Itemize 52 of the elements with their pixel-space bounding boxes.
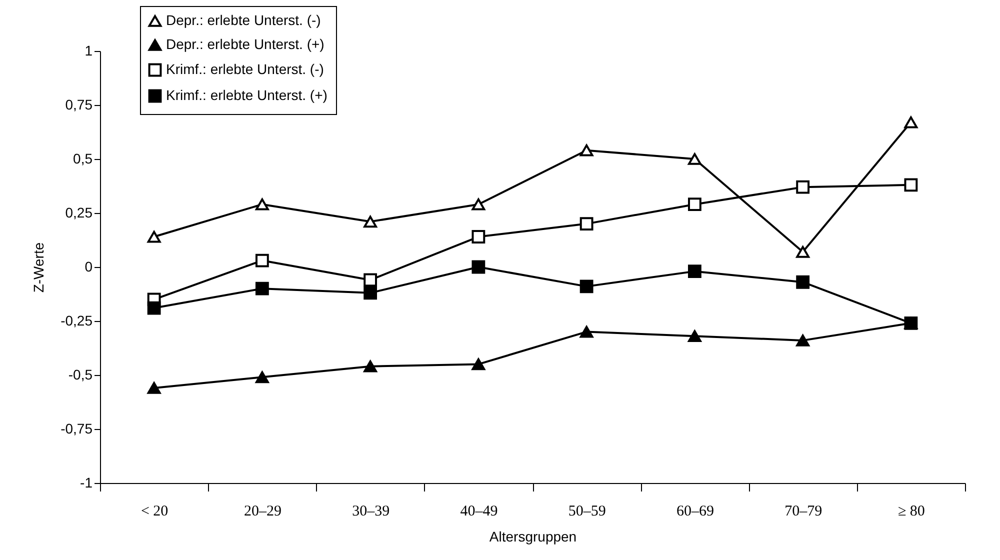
point [472, 358, 486, 370]
point [255, 371, 269, 384]
y-tick-label: 0,75 [65, 96, 93, 112]
y-tick-label: 1 [84, 42, 93, 58]
y-tick-label: -1 [80, 474, 93, 490]
point [147, 230, 161, 243]
point [255, 282, 269, 296]
x-tick-label: < 20 [140, 504, 168, 520]
point [580, 144, 594, 156]
point [472, 198, 486, 210]
x-tick-label: 60–69 [676, 504, 714, 520]
y-tick-label: -0,5 [68, 366, 93, 382]
legend-label: Krimf.: erlebte Unterst. (+) [166, 87, 328, 103]
point [688, 153, 702, 165]
x-tick-label: 70–79 [784, 504, 822, 520]
point [688, 264, 702, 278]
y-tick-label: -0,25 [60, 312, 93, 328]
legend-label: Depr.: erlebte Unterst. (+) [166, 36, 324, 52]
x-tick-label: 30–39 [352, 504, 390, 520]
x-tick-label: 50–59 [568, 504, 606, 520]
point [580, 326, 594, 338]
point [472, 230, 486, 244]
point [364, 360, 378, 372]
point [796, 334, 810, 346]
point [364, 286, 378, 300]
point [255, 254, 269, 268]
point [364, 273, 378, 287]
point [688, 198, 702, 212]
y-tick-label: 0,5 [73, 150, 93, 166]
y-tick-label: 0 [84, 258, 93, 274]
legend-label: Depr.: erlebte Unterst. (-) [166, 12, 321, 28]
y-tick-label: -0,75 [60, 420, 93, 436]
point [904, 116, 918, 128]
x-tick-label: 20–29 [244, 504, 282, 520]
point [580, 280, 594, 294]
legend-label: Krimf.: erlebte Unterst. (-) [166, 61, 324, 77]
point [796, 180, 810, 194]
point [796, 275, 810, 289]
x-tick-label: ≥ 80 [898, 504, 925, 520]
point [580, 217, 594, 230]
point [147, 382, 161, 394]
point [255, 198, 269, 210]
x-axis-title: Altersgruppen [489, 528, 577, 544]
x-tick-label: 40–49 [460, 504, 498, 520]
point [147, 301, 161, 315]
y-axis-title: Z-Werte [30, 242, 47, 293]
point [364, 216, 378, 228]
point [796, 246, 810, 258]
point [472, 260, 486, 274]
point [688, 330, 702, 342]
y-tick-label: 0,25 [65, 204, 93, 220]
point [904, 178, 918, 192]
